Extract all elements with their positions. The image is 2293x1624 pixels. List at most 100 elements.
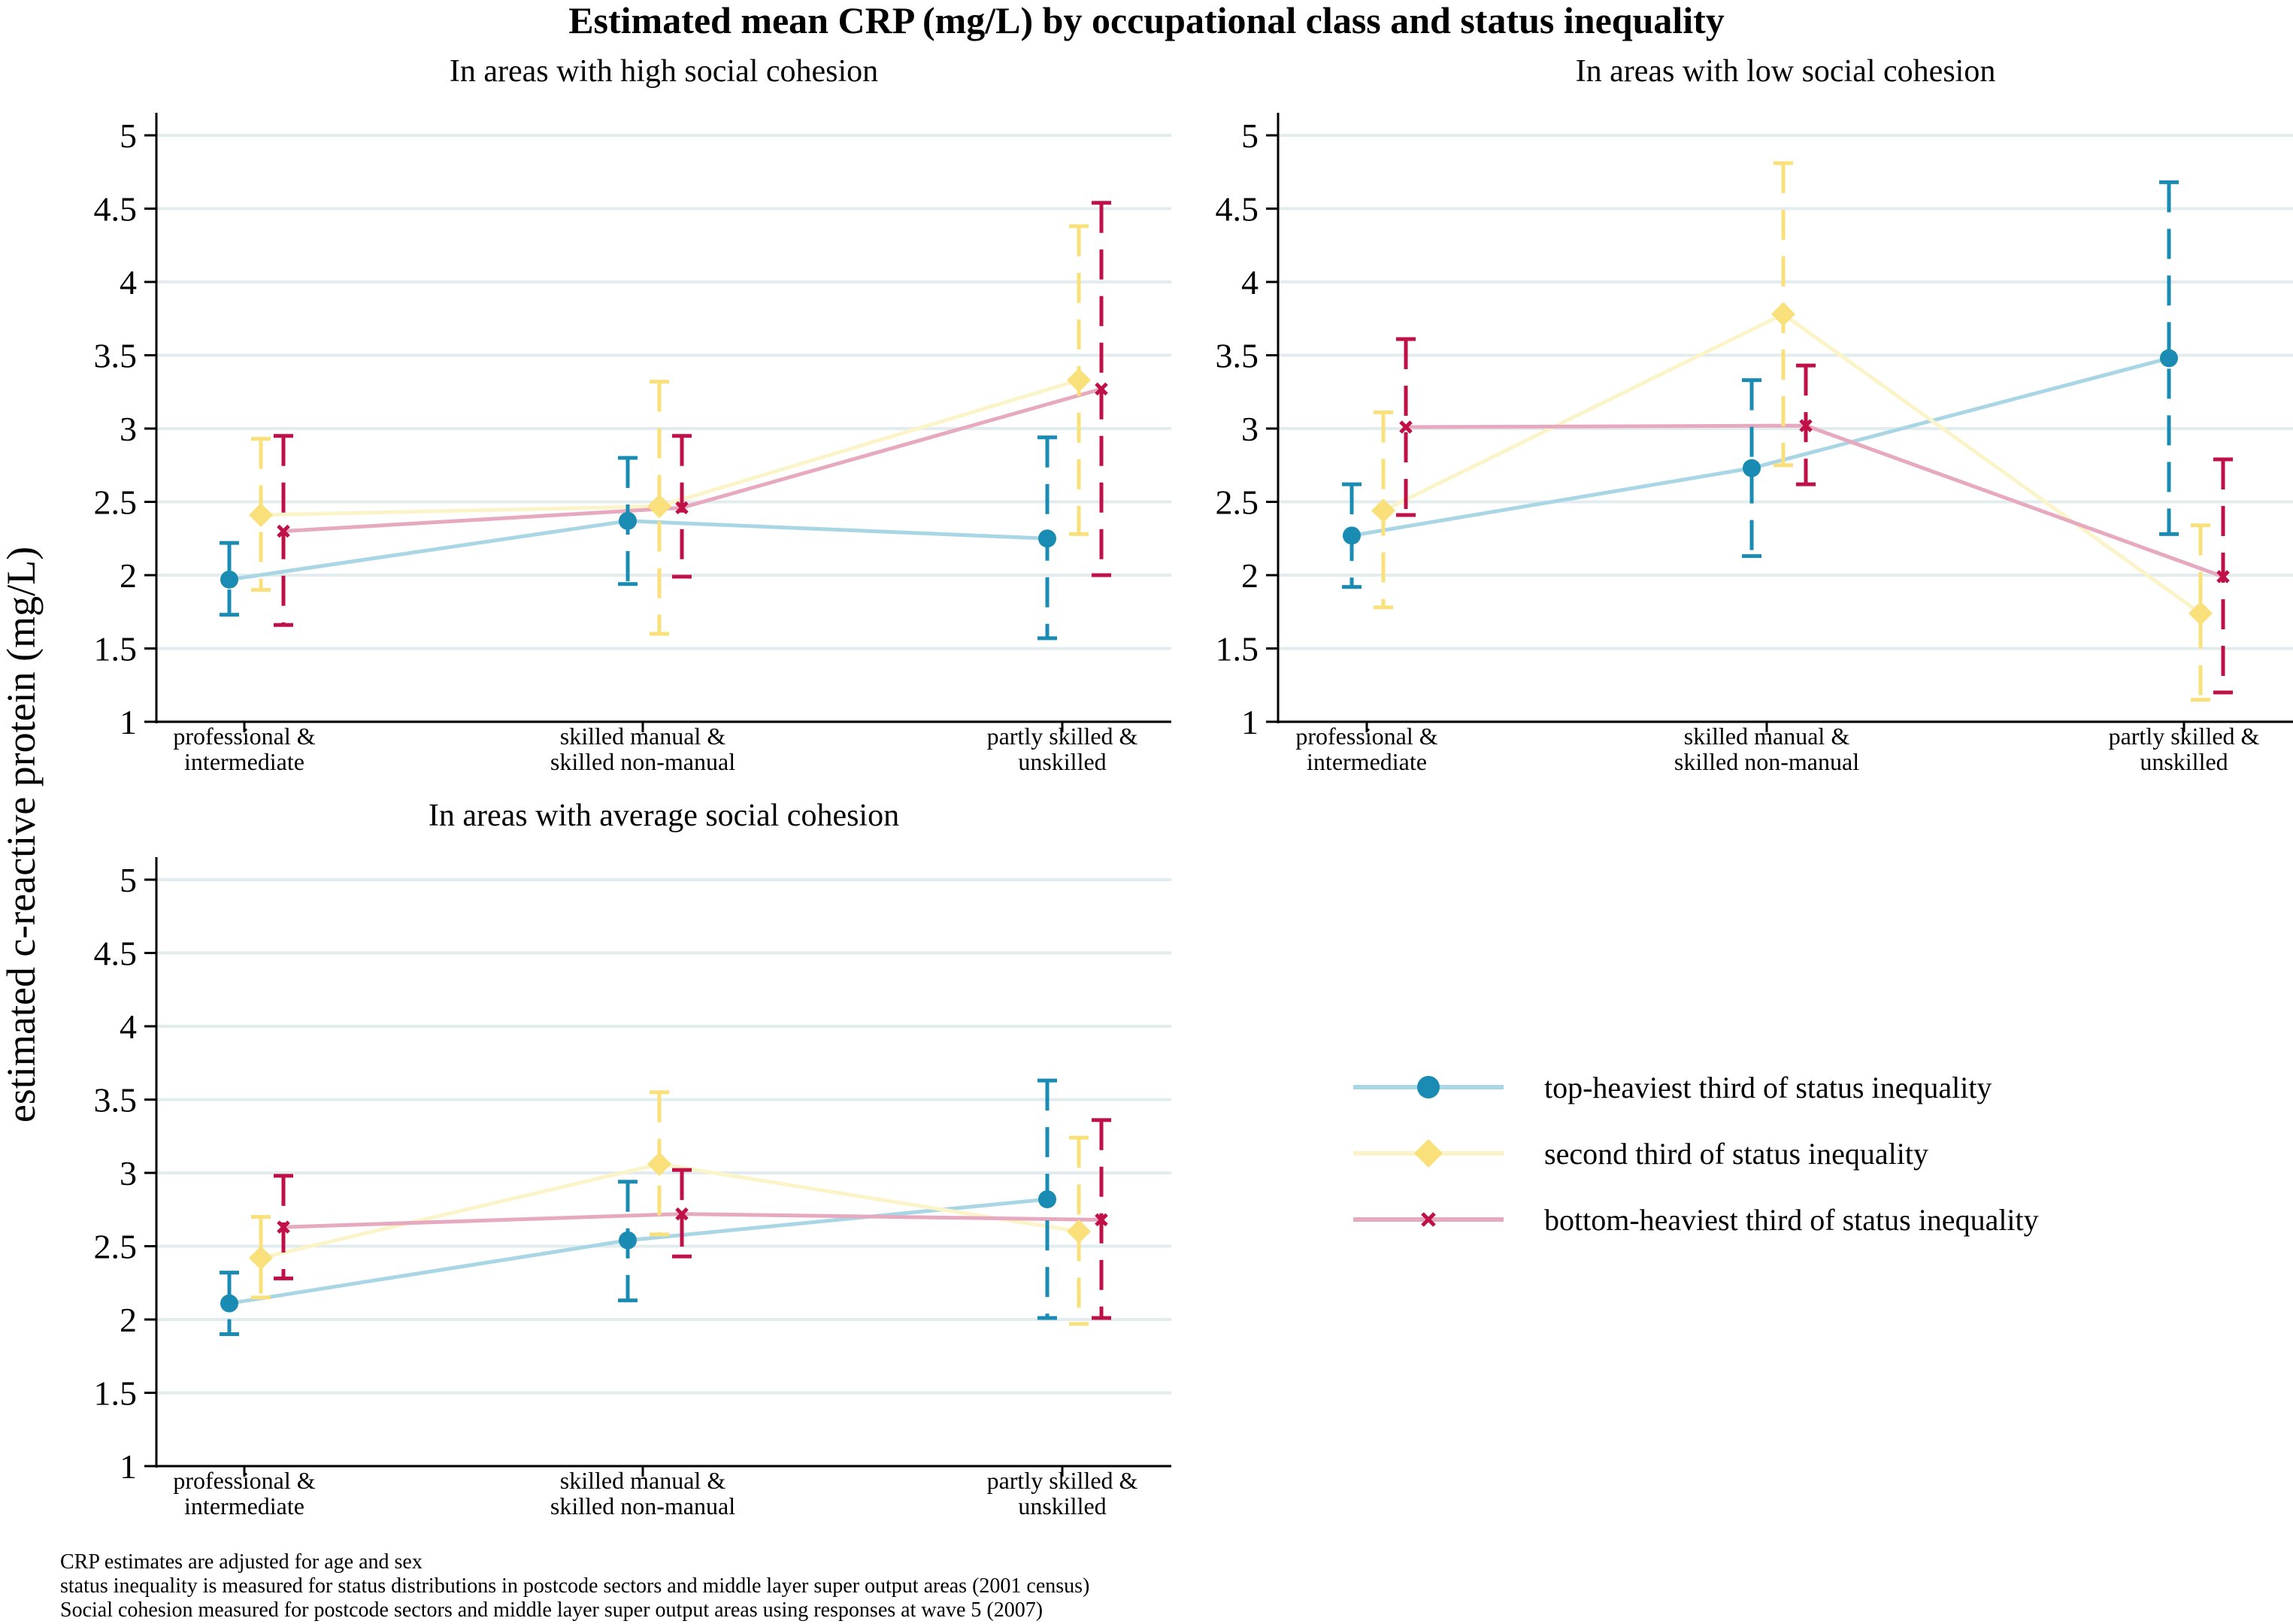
point-second xyxy=(647,494,671,519)
y-tick-label: 1.5 xyxy=(94,1374,138,1413)
chart-panel-2: In areas with average social cohesion 1 1.… xyxy=(94,798,1171,1519)
panel-title: In areas with low social cohesion xyxy=(1576,54,1996,89)
y-tick-label: 4 xyxy=(120,263,137,301)
point-second xyxy=(1067,368,1091,392)
y-tick-label: 1 xyxy=(1241,703,1259,741)
y-tick-label: 4 xyxy=(1241,263,1259,301)
point-top xyxy=(1038,529,1056,548)
figure-title: Estimated mean CRP (mg/L) by occupationa… xyxy=(568,0,1725,41)
point-second xyxy=(1067,1220,1091,1244)
series-line-top xyxy=(1351,356,2170,538)
y-tick-label: 1 xyxy=(120,703,137,741)
y-tick-label: 4.5 xyxy=(1216,190,1259,229)
legend-item-top: top-heaviest third of status inequality xyxy=(1353,1071,1992,1104)
legend-item-bottom: bottom-heaviest third of status inequali… xyxy=(1353,1203,2039,1237)
x-category-label: skilled manual & xyxy=(1684,723,1850,750)
point-bottom xyxy=(1799,419,1813,432)
point-top xyxy=(220,1294,238,1313)
y-tick-label: 3.5 xyxy=(94,337,138,375)
footnote: CRP estimates are adjusted for age and s… xyxy=(60,1550,423,1574)
point-bottom xyxy=(675,501,689,515)
x-category-label: professional & xyxy=(1295,723,1437,750)
series-line-second xyxy=(260,1162,1080,1260)
legend-marker-diamond xyxy=(1414,1139,1443,1168)
panel-title: In areas with average social cohesion xyxy=(429,798,899,833)
point-top xyxy=(2160,349,2178,368)
y-tick-label: 3 xyxy=(120,1154,137,1192)
y-tick-label: 2.5 xyxy=(94,483,138,522)
y-tick-label: 3 xyxy=(1241,410,1259,448)
point-second xyxy=(249,503,273,528)
y-tick-label: 2 xyxy=(1241,556,1259,595)
y-tick-label: 4 xyxy=(120,1007,137,1046)
x-category-label: partly skilled & xyxy=(987,1467,1138,1494)
y-tick-label: 5 xyxy=(120,861,137,899)
x-category-label: professional & xyxy=(173,723,315,750)
point-bottom xyxy=(1399,420,1413,434)
x-category-label: unskilled xyxy=(1018,748,1106,775)
chart-panel-0: In areas with high social cohesion 1 1.5 2 2… xyxy=(94,54,1171,775)
panel-title: In areas with high social cohesion xyxy=(450,54,878,89)
y-tick-label: 3.5 xyxy=(94,1081,138,1120)
point-top xyxy=(619,1231,637,1250)
point-second xyxy=(1771,301,1795,326)
y-tick-label: 1.5 xyxy=(94,630,138,668)
footnote: Social cohesion measured for postcode se… xyxy=(60,1598,1043,1622)
point-bottom xyxy=(1095,382,1108,396)
y-tick-label: 5 xyxy=(120,117,137,155)
x-category-label: unskilled xyxy=(1018,1492,1106,1519)
y-tick-label: 3.5 xyxy=(1216,337,1259,375)
y-tick-label: 3 xyxy=(120,410,137,448)
legend-marker-circle xyxy=(1417,1076,1440,1098)
point-top xyxy=(1038,1190,1056,1209)
point-top xyxy=(1343,526,1361,545)
y-tick-label: 2.5 xyxy=(94,1228,138,1266)
point-second xyxy=(647,1152,671,1177)
x-category-label: intermediate xyxy=(184,1492,304,1519)
y-tick-label: 2.5 xyxy=(1216,483,1259,522)
y-tick-label: 4.5 xyxy=(94,190,138,229)
x-category-label: partly skilled & xyxy=(987,723,1138,750)
chart-panels: In areas with high social cohesion 1 1.5 2 2… xyxy=(94,54,2293,1519)
legend-label: bottom-heaviest third of status inequali… xyxy=(1544,1203,2039,1237)
point-second xyxy=(1371,498,1395,523)
y-tick-label: 4.5 xyxy=(94,935,138,973)
series-line-top xyxy=(229,519,1048,582)
footnote: status inequality is measured for status… xyxy=(60,1574,1089,1598)
x-category-label: intermediate xyxy=(1307,748,1427,775)
legend-marker-cross xyxy=(1421,1212,1436,1227)
legend-label: top-heaviest third of status inequality xyxy=(1544,1071,1992,1104)
x-category-label: intermediate xyxy=(184,748,304,775)
x-category-label: skilled non-manual xyxy=(550,1492,735,1519)
point-bottom xyxy=(675,1207,689,1221)
x-category-label: skilled non-manual xyxy=(550,748,735,775)
x-category-label: partly skilled & xyxy=(2109,723,2260,750)
point-top xyxy=(220,570,238,589)
point-top xyxy=(1743,459,1761,477)
y-axis-label: estimated c-reactive protein (mg/L) xyxy=(0,547,44,1123)
y-tick-label: 1 xyxy=(120,1447,137,1486)
point-bottom xyxy=(277,524,290,538)
y-tick-label: 5 xyxy=(1241,117,1259,155)
point-bottom xyxy=(2216,570,2230,583)
point-second xyxy=(2188,601,2213,626)
x-category-label: skilled manual & xyxy=(560,723,726,750)
y-tick-label: 1.5 xyxy=(1216,630,1259,668)
chart-panel-1: In areas with low social cohesion 1 1.5 2 2.… xyxy=(1216,54,2293,775)
y-tick-label: 2 xyxy=(120,556,137,595)
x-category-label: skilled manual & xyxy=(560,1467,726,1494)
point-bottom xyxy=(1095,1213,1108,1227)
point-second xyxy=(249,1246,273,1271)
series-line-second xyxy=(260,378,1080,517)
y-tick-label: 2 xyxy=(120,1301,137,1339)
x-category-label: professional & xyxy=(173,1467,315,1494)
x-category-label: unskilled xyxy=(2140,748,2228,775)
legend-label: second third of status inequality xyxy=(1544,1137,1928,1171)
point-bottom xyxy=(277,1220,290,1234)
footnotes: CRP estimates are adjusted for age and s… xyxy=(60,1550,1089,1622)
x-category-label: skilled non-manual xyxy=(1674,748,1859,775)
point-top xyxy=(619,511,637,530)
legend-item-second: second third of status inequality xyxy=(1353,1137,1928,1171)
legend: top-heaviest third of status inequality s… xyxy=(1353,1071,2039,1237)
